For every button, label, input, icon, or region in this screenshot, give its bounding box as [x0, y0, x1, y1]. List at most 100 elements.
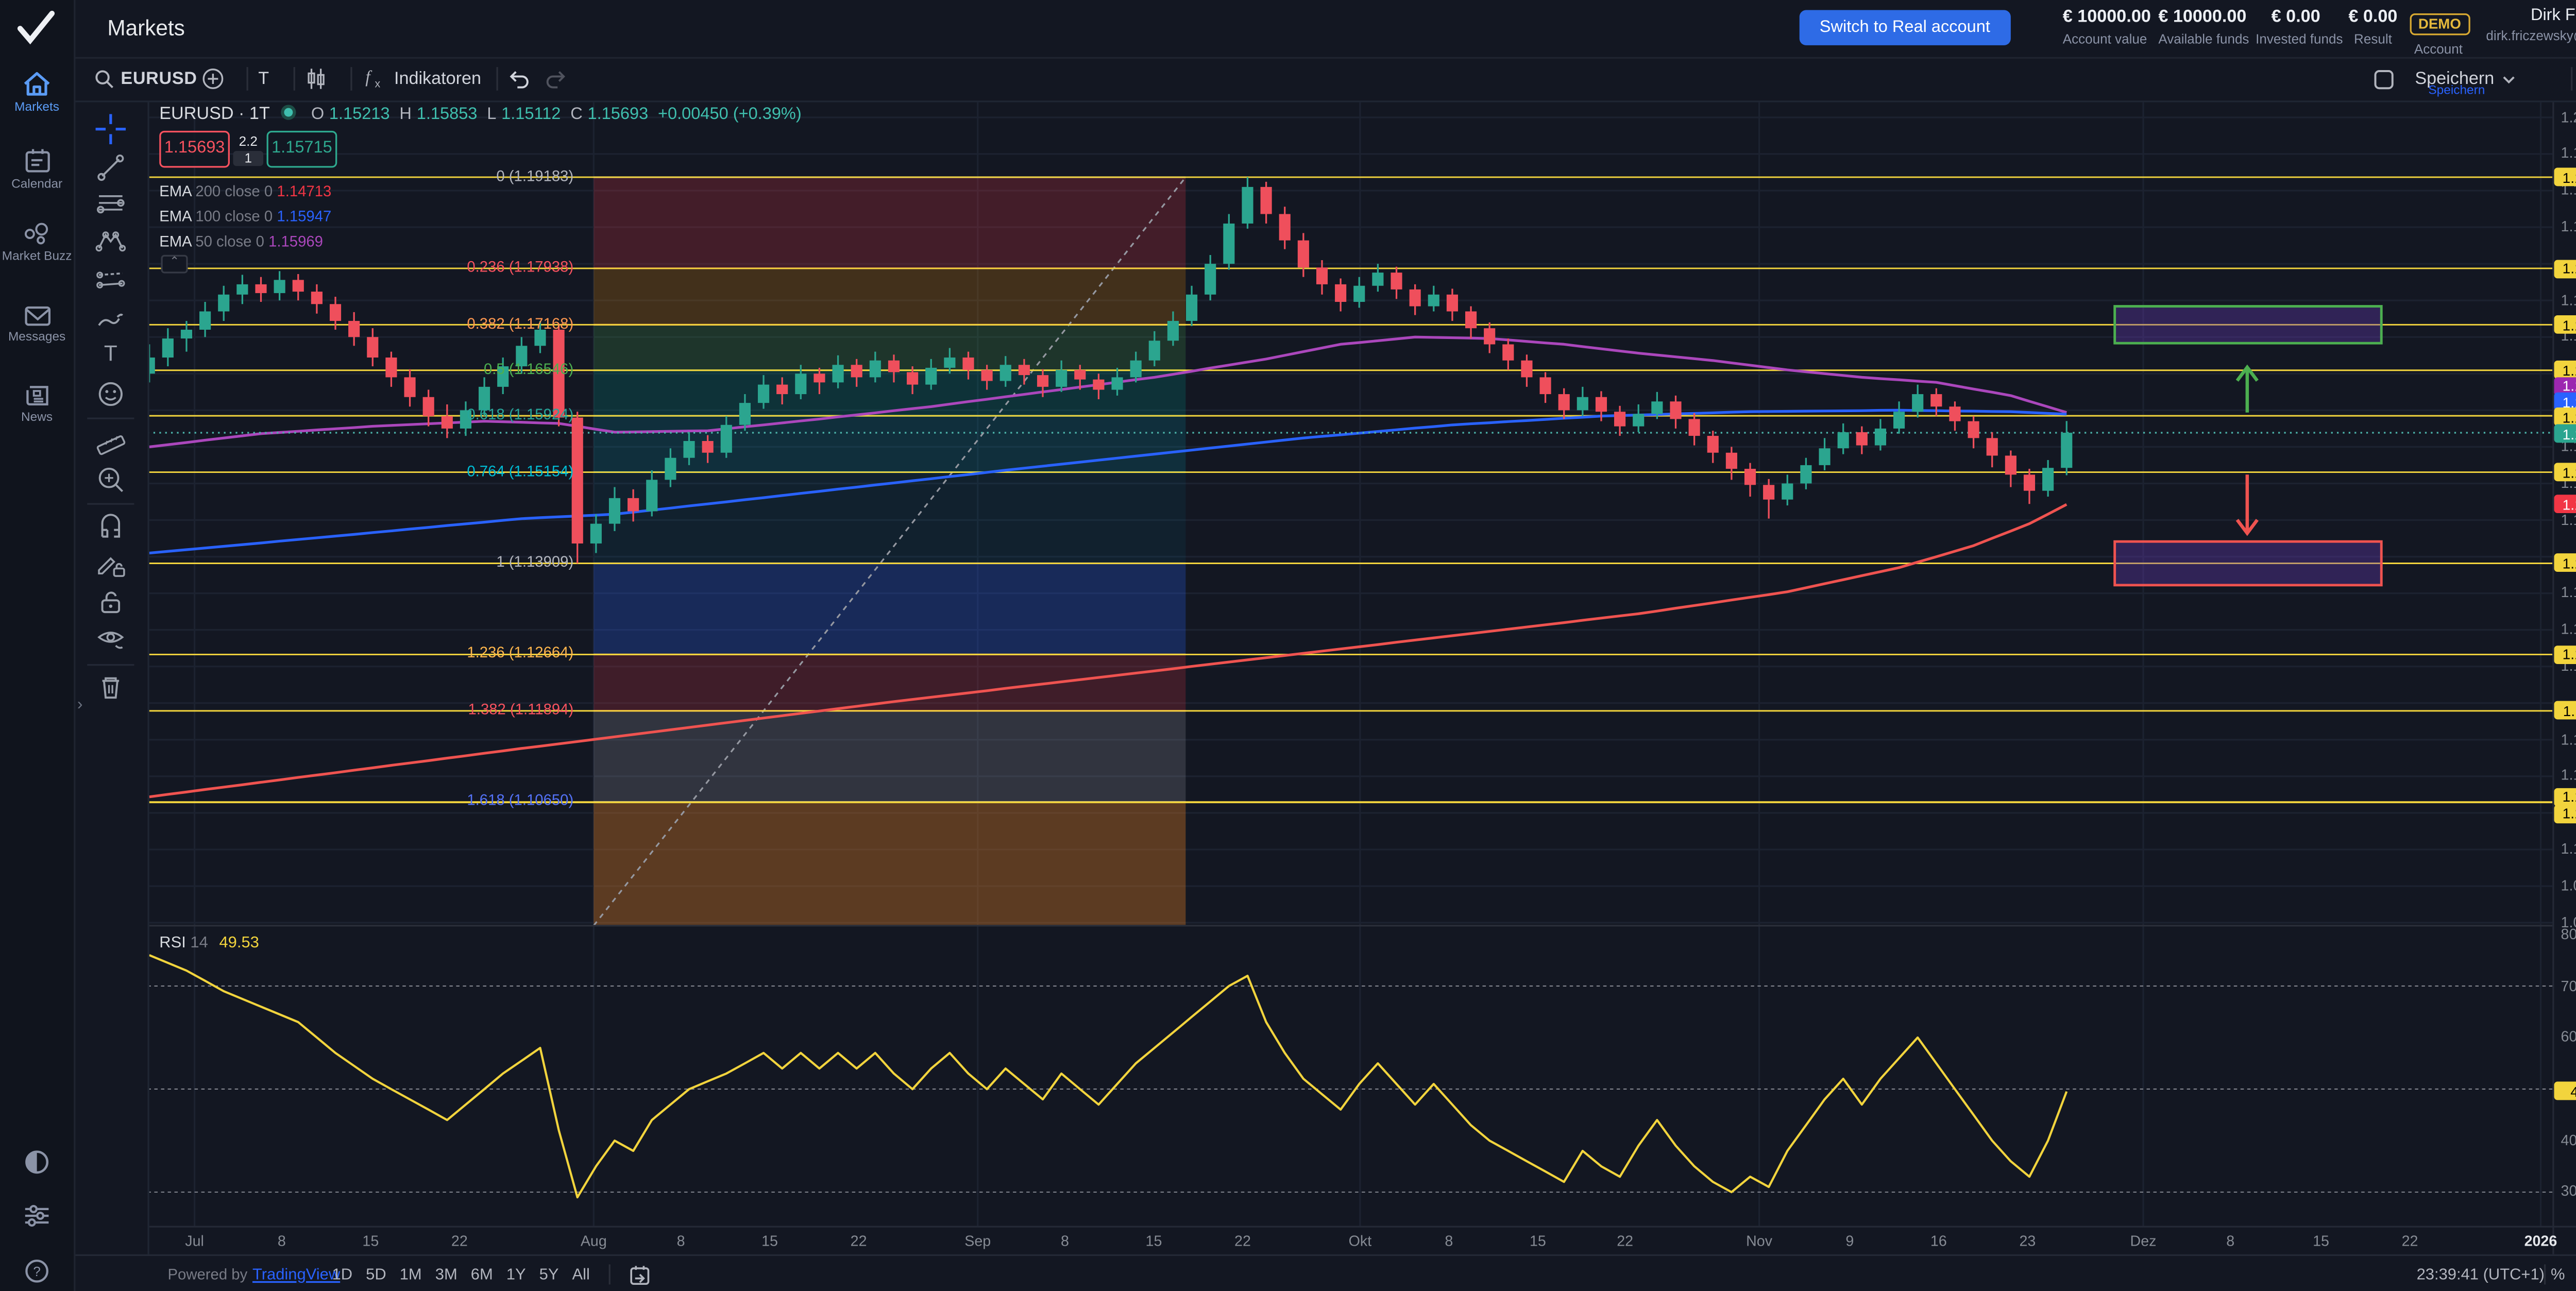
help-button[interactable]: ?	[0, 1258, 74, 1291]
forecast-icon	[96, 271, 125, 288]
sidebar-item-label: Calendar	[11, 176, 63, 192]
sidebar-item-news[interactable]: News	[0, 382, 74, 425]
toolbar-separator	[2571, 67, 2573, 91]
legend-symbol[interactable]: EURUSD · 1T	[159, 104, 270, 124]
indicators-label: Indikatoren	[394, 69, 482, 89]
chart-canvas[interactable]	[147, 100, 2553, 1254]
stat-invested-funds: € 0.00 Invested funds	[2256, 7, 2343, 47]
rsi-axis-badge: 49.53	[2554, 1082, 2576, 1101]
fib-retracement-tool[interactable]	[96, 190, 126, 220]
save-label: Speichern	[2415, 69, 2495, 89]
range-1y[interactable]: 1Y	[506, 1265, 526, 1284]
price-axis-tick: 1.11500	[2561, 730, 2576, 748]
sliders-icon	[25, 1204, 49, 1227]
symbol-label: EURUSD	[121, 69, 197, 89]
remove-drawings-tool[interactable]	[96, 672, 126, 703]
interval-button[interactable]: T	[258, 57, 269, 101]
indicator-row-ema50[interactable]: EMA 50 close 0 1.15969	[159, 233, 324, 250]
pattern-tool[interactable]	[95, 226, 126, 257]
stat-value: € 0.00	[2348, 7, 2398, 27]
legend-collapse-button[interactable]: ⌃	[161, 254, 188, 274]
toolbar-separator	[293, 67, 295, 91]
save-button[interactable]: Speichern	[2415, 57, 2516, 101]
drawing-mode-lock-tool[interactable]	[96, 550, 126, 581]
clock-label[interactable]: 23:39:41 (UTC+1)	[2416, 1265, 2545, 1284]
magnet-tool[interactable]	[96, 512, 126, 542]
range-5y[interactable]: 5Y	[539, 1265, 559, 1284]
sidebar-item-calendar[interactable]: Calendar	[0, 147, 74, 192]
range-1m[interactable]: 1M	[399, 1265, 422, 1284]
spread-indicator: 2.2 1	[233, 133, 264, 165]
sidebar-item-markets[interactable]: Markets	[0, 71, 74, 115]
page-title: Markets	[107, 15, 185, 41]
envelope-icon	[24, 306, 50, 326]
price-axis-tick: 1.13500	[2561, 584, 2576, 601]
stat-account-value: € 10000.00 Account value	[2063, 7, 2151, 47]
buy-button[interactable]: 1.15715	[266, 130, 337, 168]
contrast-icon	[25, 1150, 49, 1174]
theme-toggle-button[interactable]	[0, 1149, 74, 1184]
price-axis-tick: 1.14500	[2561, 511, 2576, 528]
range-6m[interactable]: 6M	[470, 1265, 493, 1284]
measure-tool[interactable]	[96, 426, 126, 456]
rsi-legend[interactable]: RSI 14 49.53	[159, 934, 259, 953]
layout-button[interactable]	[2373, 57, 2395, 101]
stat-label: Available funds	[2158, 31, 2249, 47]
eye-icon	[97, 632, 124, 649]
stat-label: Account	[2414, 42, 2463, 57]
sidebar-item-label: Markets	[14, 99, 59, 114]
projection-tool[interactable]	[96, 265, 126, 295]
indicator-row-ema200[interactable]: EMA 200 close 0 1.14713	[159, 182, 332, 200]
switch-to-real-account-button[interactable]: Switch to Real account	[1799, 10, 2010, 45]
indicators-button[interactable]: f x Indikatoren	[362, 57, 481, 101]
hide-drawings-tool[interactable]	[96, 624, 126, 654]
range-3m[interactable]: 3M	[435, 1265, 457, 1284]
user-email: dirk.friczewsky@gmail.com	[2486, 28, 2576, 44]
go-to-date-icon[interactable]	[629, 1264, 650, 1285]
undo-button[interactable]	[506, 57, 530, 101]
candlestick-icon	[308, 69, 325, 89]
stat-value: € 10000.00	[2158, 7, 2247, 27]
svg-text:f: f	[365, 68, 372, 87]
crosshair-tool[interactable]	[95, 114, 126, 144]
indicator-row-ema100[interactable]: EMA 100 close 0 1.15947	[159, 208, 332, 225]
tradingview-link[interactable]: TradingView	[252, 1265, 341, 1284]
emoji-tool[interactable]	[96, 379, 126, 410]
trend-line-tool[interactable]	[96, 152, 126, 183]
redo-button[interactable]	[545, 57, 569, 101]
range-all[interactable]: All	[572, 1265, 590, 1284]
user-name: Dirk Friczewsky	[2530, 7, 2576, 25]
zoom-in-tool[interactable]	[96, 465, 126, 495]
symbol-search[interactable]: EURUSD	[94, 57, 197, 101]
rsi-value: 49.53	[219, 934, 259, 953]
range-1d[interactable]: 1D	[332, 1265, 353, 1284]
price-axis-badge: 1.10643	[2554, 804, 2576, 823]
sidebar-item-messages[interactable]: Messages	[0, 305, 74, 345]
price-axis-badge: 1.11894	[2554, 701, 2576, 720]
save-sub-label[interactable]: Speichern	[2428, 82, 2485, 97]
brush-tool[interactable]	[96, 303, 126, 334]
text-tool[interactable]: T	[104, 340, 117, 366]
sidebar-item-market-buzz[interactable]: Market Buzz	[0, 222, 74, 264]
crosshair-icon	[95, 114, 126, 144]
chart-style-button[interactable]	[305, 57, 327, 101]
stat-demo-account: DEMO Account	[2410, 7, 2470, 57]
range-5d[interactable]: 5D	[366, 1265, 386, 1284]
stat-value: € 0.00	[2271, 7, 2320, 27]
toolbar-separator	[87, 664, 134, 666]
ema-value: 1.15969	[268, 233, 324, 250]
compare-button[interactable]	[201, 57, 225, 101]
price-axis-tick: 1.17500	[2561, 291, 2576, 308]
toolbar-collapse-chevron[interactable]: ›	[77, 695, 83, 715]
rsi-axis-tick: 80.00	[2561, 925, 2576, 942]
preferences-button[interactable]	[0, 1204, 74, 1236]
sell-button[interactable]: 1.15693	[159, 130, 230, 168]
pencil-lock-icon	[98, 557, 125, 577]
lock-all-tool[interactable]	[96, 587, 126, 617]
percent-scale-button[interactable]: %	[2551, 1265, 2565, 1284]
fib-lines-icon	[96, 195, 125, 214]
user-info[interactable]: Dirk Friczewsky dirk.friczewsky@gmail.co…	[2472, 7, 2576, 44]
ruler-icon	[96, 435, 126, 455]
